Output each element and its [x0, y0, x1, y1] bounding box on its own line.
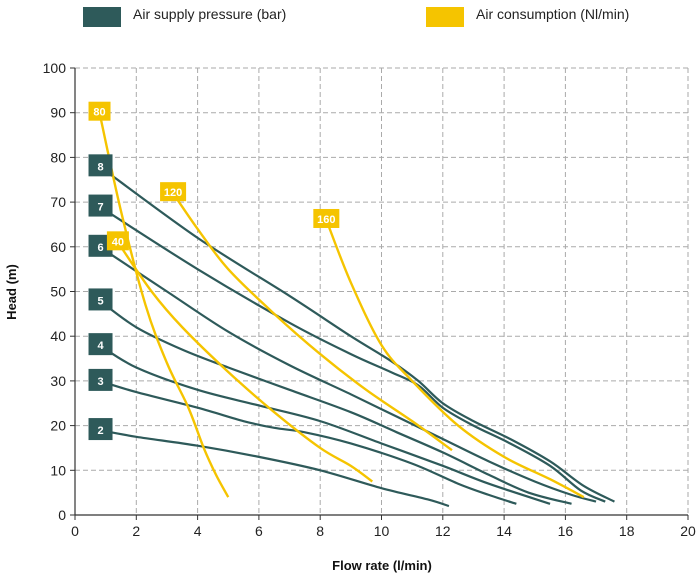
- pressure-label-7: 7: [97, 202, 103, 214]
- y-axis-label: Head (m): [4, 264, 19, 320]
- y-tick-label: 60: [50, 239, 66, 255]
- y-tick-label: 100: [43, 60, 67, 76]
- consumption-label-120: 120: [164, 187, 182, 199]
- consumption-curve-40: [116, 241, 374, 483]
- x-tick-label: 8: [316, 523, 324, 539]
- x-tick-label: 0: [71, 523, 79, 539]
- consumption-curves: [98, 112, 585, 499]
- consumption-label-160: 160: [317, 214, 335, 226]
- consumption-label-box-160: [313, 208, 340, 228]
- y-tick-label: 50: [50, 284, 66, 300]
- y-tick-label: 0: [58, 507, 66, 523]
- consumption-label-40: 40: [112, 236, 124, 248]
- y-tick-label: 10: [50, 462, 66, 478]
- pressure-curve-8: [98, 165, 615, 503]
- pressure-curve-4: [98, 344, 551, 505]
- y-tick-label: 30: [50, 373, 66, 389]
- x-tick-label: 10: [374, 523, 390, 539]
- x-axis-label: Flow rate (l/min): [332, 558, 432, 573]
- legend-swatch-pressure: [83, 7, 121, 27]
- pressure-label-box-5: [88, 288, 113, 311]
- consumption-label-box-80: [88, 101, 111, 121]
- axes: [70, 67, 689, 520]
- pressure-label-3: 3: [97, 376, 103, 388]
- x-tick-label: 12: [435, 523, 451, 539]
- consumption-label-box-40: [106, 231, 129, 251]
- x-tick-label: 20: [680, 523, 696, 539]
- pressure-label-box-6: [88, 234, 113, 257]
- legend-label-consumption: Air consumption (Nl/min): [476, 6, 630, 22]
- pressure-label-2: 2: [97, 425, 103, 437]
- pressure-label-5: 5: [97, 295, 103, 307]
- x-tick-label: 4: [194, 523, 202, 539]
- pressure-label-box-7: [88, 194, 113, 217]
- tick-labels: 0 2 4 6 8 10 12 14 16 18 20 0 10 20 30 40 50 60 70 80 90 100: [43, 60, 696, 539]
- consumption-curve-160: [325, 219, 585, 499]
- pressure-label-4: 4: [97, 340, 104, 352]
- pressure-curves: [98, 165, 615, 508]
- pressure-label-box-3: [88, 368, 113, 391]
- x-tick-label: 2: [132, 523, 140, 539]
- pressure-label-box-8: [88, 154, 113, 177]
- y-tick-label: 40: [50, 328, 66, 344]
- y-tick-label: 80: [50, 149, 66, 165]
- pressure-curve-6: [98, 245, 597, 503]
- x-tick-label: 6: [255, 523, 263, 539]
- consumption-curve-80: [98, 112, 230, 498]
- pressure-curve-7: [98, 205, 606, 503]
- pressure-label-box-2: [88, 418, 113, 441]
- y-tick-label: 90: [50, 105, 66, 121]
- consumption-curve-120: [172, 192, 453, 452]
- pressure-curve-2: [99, 428, 450, 508]
- pressure-curve-3: [99, 379, 517, 505]
- x-tick-label: 16: [558, 523, 574, 539]
- pressure-label-6: 6: [97, 242, 103, 254]
- y-tick-label: 20: [50, 418, 66, 434]
- consumption-label-80: 80: [93, 107, 105, 119]
- pressure-label-8: 8: [97, 161, 103, 173]
- y-tick-label: 70: [50, 194, 66, 210]
- curve-labels: 8 7 6 5 4 3 2 80 40 120 160: [88, 101, 340, 441]
- legend-label-pressure: Air supply pressure (bar): [133, 6, 287, 22]
- x-tick-label: 14: [496, 523, 512, 539]
- pressure-label-box-4: [88, 333, 113, 356]
- consumption-label-box-120: [160, 182, 187, 202]
- x-tick-label: 18: [619, 523, 635, 539]
- pressure-curve-5: [98, 299, 572, 505]
- legend-swatch-consumption: [426, 7, 464, 27]
